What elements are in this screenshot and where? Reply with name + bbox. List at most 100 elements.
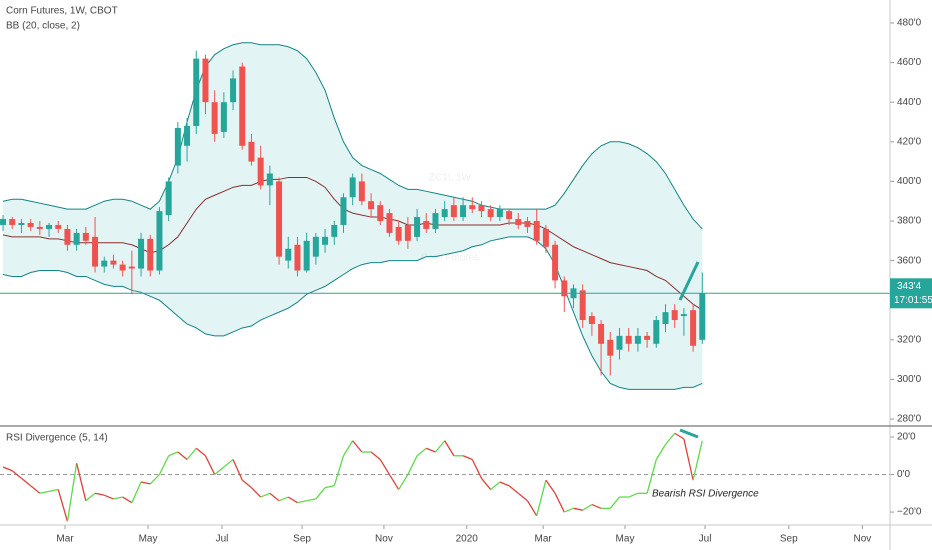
x-tick-label: Mar <box>56 534 74 545</box>
rsi-segment <box>306 498 316 502</box>
candle-body <box>542 228 549 247</box>
y-tick-label: 0'0 <box>897 469 910 480</box>
candle-body <box>441 209 448 218</box>
candle-body <box>257 157 264 186</box>
candle-body <box>46 224 53 229</box>
rsi-segment <box>333 455 345 486</box>
candle-body <box>450 205 457 218</box>
rsi-segment <box>471 459 483 479</box>
candle-body <box>331 224 338 237</box>
rsi-segment <box>204 455 216 475</box>
candle-body <box>515 219 522 225</box>
candle-body <box>174 127 181 166</box>
rsi-segment <box>490 481 501 491</box>
y-tick-label: 460'0 <box>897 57 922 68</box>
rsi-segment <box>582 503 593 511</box>
candle-body <box>625 335 632 344</box>
y-tick-label: 480'0 <box>897 18 922 29</box>
rsi-segment <box>195 447 206 457</box>
candle-body <box>395 226 402 241</box>
candle-body <box>303 240 310 271</box>
candle-body <box>248 141 255 162</box>
rsi-segment <box>379 459 391 475</box>
rsi-segment <box>434 440 446 453</box>
rsi-segment <box>269 492 280 502</box>
watermark: ZC1!, 1W <box>429 173 472 184</box>
rsi-segment <box>426 447 436 453</box>
rsi-segment <box>149 474 160 485</box>
rsi-segment <box>398 474 409 490</box>
candle-body <box>312 236 319 257</box>
rsi-segment <box>628 492 639 498</box>
rsi-segment <box>140 481 151 485</box>
candle-body <box>644 335 651 340</box>
rsi-segment <box>407 455 418 475</box>
rsi-segment <box>57 489 69 522</box>
candle-body <box>239 66 246 146</box>
candle-body <box>82 232 89 241</box>
annotation: Bearish RSI Divergence <box>652 489 759 500</box>
rsi-segment <box>324 485 335 489</box>
rsi-segment <box>480 477 492 490</box>
candle-body <box>478 205 485 212</box>
candle-body <box>561 280 568 297</box>
rsi-segment <box>554 493 565 513</box>
last-price-label: 343'4 <box>897 281 922 292</box>
candle-body <box>524 221 531 227</box>
rsi-segment <box>526 500 538 517</box>
candle-body <box>73 232 80 245</box>
divergence-line <box>678 261 700 301</box>
rsi-segment <box>232 459 243 481</box>
rsi-segment <box>655 444 667 460</box>
rsi-segment <box>692 440 703 481</box>
rsi-segment <box>39 490 50 494</box>
candle-body <box>579 290 586 321</box>
rsi-segment <box>186 447 197 460</box>
rsi-segment <box>131 481 142 503</box>
candle-body <box>690 310 697 346</box>
y-tick-label: 320'0 <box>897 334 922 345</box>
candle-body <box>680 314 687 317</box>
candle-body <box>616 335 623 350</box>
rsi-segment <box>499 481 510 487</box>
candle-body <box>9 219 16 225</box>
candle-body <box>432 213 439 229</box>
rsi-segment <box>168 451 179 457</box>
candle-body <box>552 244 559 281</box>
y-tick-label: 400'0 <box>897 176 922 187</box>
candle-body <box>487 209 494 218</box>
rsi-segment <box>158 455 170 475</box>
candle-body <box>211 102 218 134</box>
divergence-line <box>679 428 699 439</box>
band-fill <box>3 42 703 390</box>
rsi-segment <box>416 447 427 457</box>
rsi-segment <box>370 451 381 461</box>
candle-body <box>634 335 641 344</box>
candle-body <box>36 226 43 229</box>
y-tick-label: −20'0 <box>897 507 922 518</box>
candle-body <box>368 201 375 210</box>
rsi-segment <box>122 496 133 504</box>
candle-body <box>92 236 99 267</box>
x-tick-label: Sep <box>780 534 798 545</box>
rsi-segment <box>683 438 694 481</box>
candle-body <box>27 222 34 227</box>
y-tick-label: 380'0 <box>897 216 922 227</box>
band-lower <box>2 236 703 390</box>
candle-body <box>349 177 356 198</box>
x-tick-label: Mar <box>535 534 553 545</box>
candle-body <box>607 339 614 356</box>
candle-body <box>184 125 191 146</box>
rsi-segment <box>508 485 519 494</box>
candle-body <box>358 181 365 202</box>
rsi-segment <box>536 479 547 516</box>
rsi-segment <box>342 440 354 457</box>
rsi-segment <box>85 492 96 502</box>
rsi-segment <box>297 500 307 504</box>
rsi-segment <box>250 487 262 498</box>
indicator-label: BB (20, close, 2) <box>6 21 80 32</box>
candle-body <box>119 264 126 271</box>
rsi-segment <box>591 503 602 509</box>
candle-body <box>220 102 227 132</box>
candle-body <box>653 320 660 344</box>
